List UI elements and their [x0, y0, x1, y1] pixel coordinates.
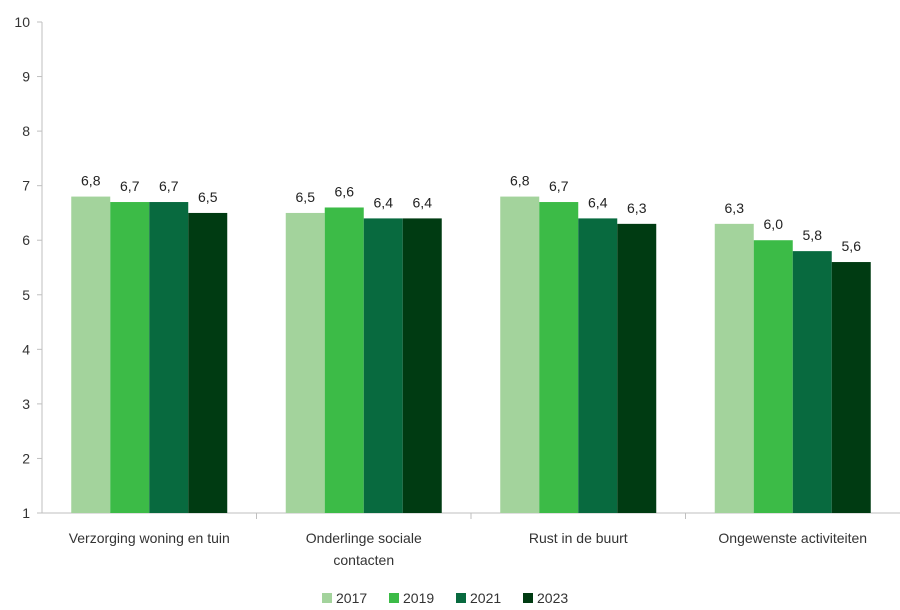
bar-2023	[188, 212, 228, 513]
legend-swatch	[389, 593, 399, 603]
y-tick-label: 4	[22, 341, 30, 357]
data-labels: 6,8 6,7 6,7 6,5 6,5 6,6 6,4 6,4 6,8 6,7 6,4 6,3 6,3 6…	[81, 173, 861, 254]
data-label: 6,3	[725, 200, 745, 216]
bar-2019	[753, 240, 793, 513]
data-label: 6,5	[296, 189, 316, 205]
bar-2017	[714, 223, 754, 513]
bar-2019	[110, 202, 150, 514]
y-tick-label: 8	[22, 123, 30, 139]
bar-2019	[324, 207, 364, 513]
y-tick-label: 6	[22, 232, 30, 248]
data-label: 6,6	[335, 183, 355, 199]
bar-2021	[149, 202, 189, 514]
x-category-label: Verzorging woning en tuin	[69, 530, 230, 546]
x-category-label: Onderlinge sociale	[306, 530, 422, 546]
data-label: 5,8	[803, 227, 823, 243]
data-label: 6,7	[159, 178, 179, 194]
legend-label: 2021	[470, 590, 501, 606]
bar-2023	[617, 223, 657, 513]
bar-2019	[539, 202, 579, 514]
y-tick-label: 9	[22, 69, 30, 85]
x-category-label: Ongewenste activiteiten	[718, 530, 867, 546]
legend-label: 2019	[403, 590, 434, 606]
x-category-label: Rust in de buurt	[529, 530, 628, 546]
legend-swatch	[523, 593, 533, 603]
data-label: 6,4	[588, 194, 608, 210]
data-label: 6,4	[413, 194, 433, 210]
data-label: 6,0	[764, 216, 784, 232]
y-tick-label: 1	[22, 505, 30, 521]
bar-2021	[792, 251, 832, 513]
data-label: 6,7	[120, 178, 140, 194]
data-label: 6,8	[81, 173, 101, 189]
y-tick-label: 10	[14, 14, 30, 30]
axes: 1 2 3 4 5 6 7 8 9 10 Verzorging woning en tuin Onde…	[14, 14, 900, 568]
legend-swatch	[322, 593, 332, 603]
legend-label: 2023	[537, 590, 568, 606]
bar-2023	[402, 218, 442, 513]
legend: 2017 2019 2021 2023	[322, 590, 568, 606]
data-label: 6,4	[374, 194, 394, 210]
bar-2023	[831, 262, 871, 513]
bar-2021	[363, 218, 403, 513]
y-tick-label: 7	[22, 178, 30, 194]
bars	[71, 196, 871, 514]
bar-2017	[71, 196, 111, 514]
bar-2017	[285, 212, 325, 513]
legend-swatch	[456, 593, 466, 603]
bar-2017	[500, 196, 540, 514]
data-label: 6,5	[198, 189, 218, 205]
y-tick-label: 3	[22, 396, 30, 412]
y-tick-label: 5	[22, 287, 30, 303]
y-tick-label: 2	[22, 450, 30, 466]
legend-label: 2017	[336, 590, 367, 606]
x-category-label: contacten	[333, 552, 394, 568]
bar-2021	[578, 218, 618, 513]
data-label: 5,6	[842, 238, 862, 254]
data-label: 6,8	[510, 173, 530, 189]
data-label: 6,3	[627, 200, 647, 216]
data-label: 6,7	[549, 178, 569, 194]
